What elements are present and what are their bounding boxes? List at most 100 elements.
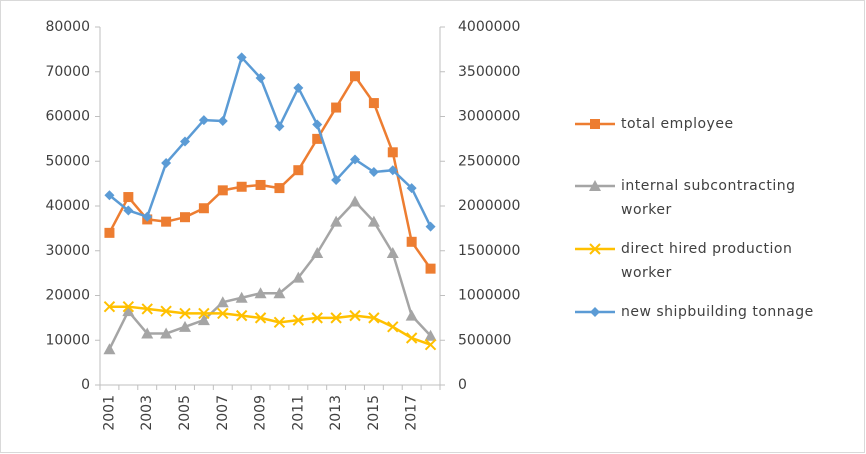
data-point — [368, 166, 379, 177]
data-point — [236, 181, 247, 192]
y-tick-label: 20000 — [45, 288, 90, 304]
data-point — [217, 115, 228, 126]
data-point — [330, 215, 343, 227]
data-point — [293, 165, 304, 176]
data-point — [274, 121, 285, 132]
data-point — [273, 287, 286, 299]
data-point — [123, 205, 134, 216]
data-point — [255, 73, 266, 84]
legend-marker — [589, 243, 601, 255]
data-point — [179, 307, 191, 320]
data-point — [293, 82, 304, 93]
data-point — [274, 183, 285, 194]
data-point — [273, 316, 286, 329]
y2-tick-label: 0 — [458, 377, 467, 393]
data-point — [141, 303, 153, 315]
x-tick-label: 2015 — [366, 395, 382, 431]
y-tick-label: 0 — [81, 377, 90, 393]
data-point — [216, 296, 229, 308]
y2-tick-label: 2500000 — [458, 153, 520, 169]
y-tick-label: 60000 — [45, 109, 90, 125]
y2-tick-label: 1000000 — [458, 288, 520, 304]
data-point — [350, 71, 360, 82]
x-tick-label: 2013 — [328, 395, 344, 431]
data-point — [311, 312, 323, 324]
data-point — [197, 314, 210, 326]
data-point — [349, 195, 361, 207]
data-point — [122, 305, 135, 317]
data-point — [312, 119, 323, 130]
data-point — [425, 263, 436, 274]
data-point — [331, 102, 342, 113]
x-tick-label: 2007 — [215, 395, 231, 431]
data-point — [235, 291, 248, 303]
data-point — [198, 203, 209, 214]
data-point — [405, 309, 418, 321]
data-point — [367, 215, 380, 227]
x-tick-label: 2005 — [177, 395, 193, 431]
data-point — [330, 312, 342, 324]
data-point — [254, 287, 267, 299]
data-point — [235, 309, 248, 322]
data-point — [368, 312, 380, 324]
data-point — [198, 115, 209, 126]
legend-label: new shipbuilding tonnage — [621, 304, 814, 320]
legend-label: internal subcontracting worker — [621, 178, 796, 218]
data-point — [123, 192, 134, 203]
data-point — [160, 327, 173, 339]
data-point — [141, 327, 154, 339]
data-point — [350, 154, 360, 165]
data-point — [104, 227, 115, 238]
data-point — [424, 339, 437, 351]
x-tick-label: 2003 — [139, 395, 155, 431]
legend-marker — [590, 119, 600, 129]
data-point — [406, 236, 417, 247]
data-point — [161, 158, 172, 169]
data-point — [311, 246, 324, 258]
series-line — [109, 305, 431, 346]
x-tick-label: 2009 — [253, 395, 269, 431]
data-point — [387, 165, 398, 176]
data-point — [405, 332, 418, 344]
data-point — [122, 300, 135, 313]
data-point — [312, 133, 323, 144]
data-point — [349, 309, 361, 322]
y-tick-label: 40000 — [45, 198, 90, 214]
data-point — [386, 246, 399, 258]
data-point — [217, 185, 228, 196]
data-point — [236, 52, 247, 63]
data-point — [406, 183, 417, 194]
data-point — [425, 221, 436, 232]
x-tick-label: 2017 — [404, 395, 420, 431]
y-tick-label: 10000 — [45, 332, 90, 348]
data-point — [424, 329, 437, 341]
data-point — [142, 211, 153, 222]
legend-marker — [590, 307, 600, 317]
data-point — [255, 179, 266, 190]
data-point — [387, 147, 398, 158]
data-point — [368, 98, 379, 109]
y2-tick-label: 1500000 — [458, 243, 520, 259]
data-point — [198, 307, 210, 320]
data-point — [331, 175, 342, 186]
y2-tick-label: 3500000 — [458, 64, 520, 80]
y2-tick-label: 500000 — [458, 332, 511, 348]
y-tick-label: 80000 — [45, 19, 90, 35]
data-point — [180, 212, 190, 223]
legend-label: direct hired production worker — [621, 241, 792, 281]
x-tick-label: 2001 — [101, 395, 117, 431]
data-point — [387, 321, 399, 333]
legend-marker — [589, 180, 601, 191]
data-point — [180, 136, 190, 147]
y-tick-label: 50000 — [45, 153, 90, 169]
data-point — [217, 307, 229, 320]
data-point — [254, 312, 267, 324]
y2-tick-label: 4000000 — [458, 19, 520, 35]
y-tick-label: 70000 — [45, 64, 90, 80]
legend-label: total employee — [621, 116, 734, 132]
data-point — [161, 216, 172, 227]
data-point — [103, 300, 116, 313]
y-tick-label: 30000 — [45, 243, 90, 259]
data-point — [103, 343, 116, 355]
